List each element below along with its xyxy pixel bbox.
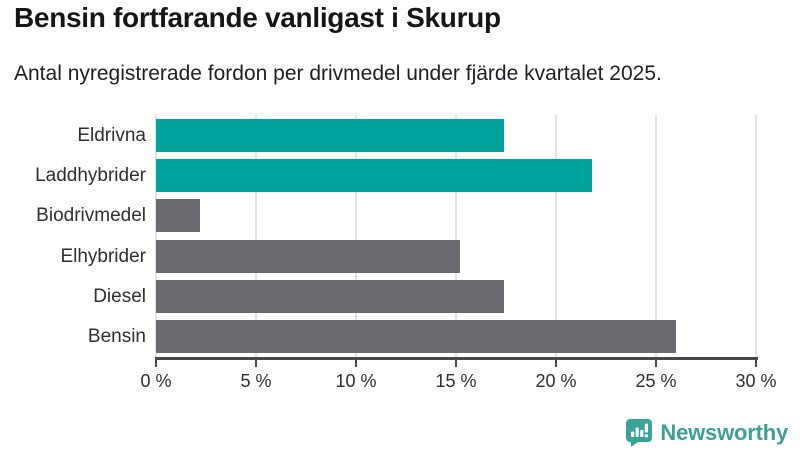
brand-footer: Newsworthy	[625, 418, 788, 447]
x-axis-ticks: 0 % 5 % 10 % 15 % 20 % 25 % 30 %	[140, 360, 777, 402]
bar-eldrivna	[156, 118, 504, 152]
category-label-bensin: Bensin	[87, 326, 146, 348]
bar-track	[156, 118, 756, 152]
gridlines-layer	[155, 115, 757, 357]
x-tick-label-10: 10 %	[335, 371, 377, 391]
gridline-0	[155, 115, 157, 357]
brand-name: Newsworthy	[660, 419, 788, 445]
category-label-laddhybrider: Laddhybrider	[35, 164, 146, 186]
x-tick-5	[255, 360, 257, 367]
x-tick-label-0: 0 %	[140, 371, 172, 391]
bar-track	[156, 239, 756, 273]
bar-row-elhybrider: Elhybrider	[0, 236, 756, 276]
page-title: Bensin fortfarande vanligast i Skurup	[14, 2, 501, 33]
newsworthy-logo-icon	[626, 419, 653, 447]
category-label-elhybrider: Elhybrider	[60, 245, 146, 267]
bar-row-eldrivna: Eldrivna	[0, 115, 756, 155]
category-label-eldrivna: Eldrivna	[77, 124, 146, 146]
x-tick-25	[655, 360, 657, 367]
bar-track	[156, 320, 756, 354]
x-tick-10	[355, 360, 357, 367]
bar-track	[156, 158, 756, 192]
bar-row-biodrivmedel: Biodrivmedel	[0, 196, 756, 236]
bar-rows: Eldrivna Laddhybrider Biodrivmedel Elhybrid…	[0, 115, 756, 357]
gridline-5	[255, 115, 257, 357]
gridline-15	[455, 115, 457, 357]
gridline-20	[555, 115, 557, 357]
bar-row-diesel: Diesel	[0, 276, 756, 316]
x-tick-0	[155, 360, 157, 367]
bar-bensin	[156, 320, 676, 354]
bar-biodrivmedel	[156, 199, 200, 233]
bar-track	[156, 199, 756, 233]
x-tick-label-30: 30 %	[735, 371, 777, 391]
category-label-diesel: Diesel	[93, 285, 146, 307]
bar-track	[156, 279, 756, 313]
x-axis-line	[155, 357, 758, 360]
x-tick-15	[455, 360, 457, 367]
gridline-30	[755, 115, 757, 357]
bar-elhybrider	[156, 239, 460, 273]
page-subtitle: Antal nyregistrerade fordon per drivmede…	[14, 62, 662, 85]
gridline-10	[355, 115, 357, 357]
bar-laddhybrider	[156, 158, 592, 192]
x-tick-label-15: 15 %	[435, 371, 477, 391]
horizontal-bar-chart: Eldrivna Laddhybrider Biodrivmedel Elhybrid…	[0, 115, 800, 405]
x-tick-label-25: 25 %	[635, 371, 677, 391]
category-label-biodrivmedel: Biodrivmedel	[36, 205, 146, 227]
gridline-25	[655, 115, 657, 357]
bar-row-bensin: Bensin	[0, 317, 756, 357]
bar-diesel	[156, 279, 504, 313]
x-tick-label-5: 5 %	[240, 371, 272, 391]
x-tick-label-20: 20 %	[535, 371, 577, 391]
bar-row-laddhybrider: Laddhybrider	[0, 155, 756, 195]
x-tick-30	[755, 360, 757, 367]
x-tick-20	[555, 360, 557, 367]
